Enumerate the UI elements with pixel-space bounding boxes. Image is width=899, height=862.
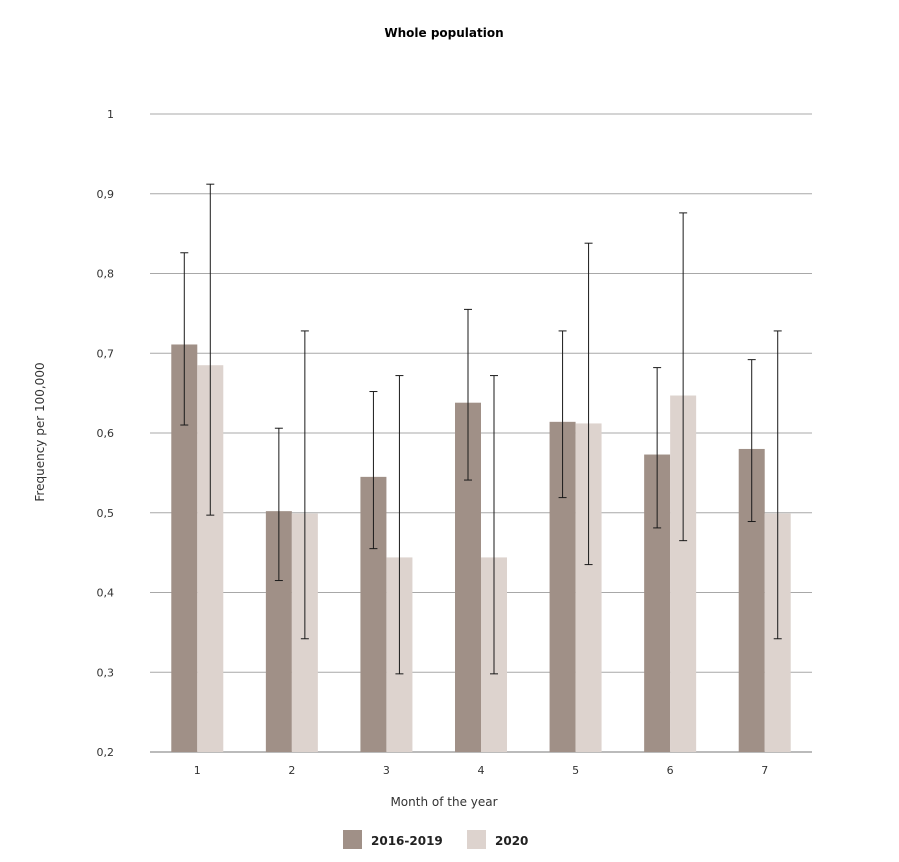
error-bars: [180, 183, 782, 675]
y-tick-label: 0,8: [97, 268, 115, 281]
x-axis-label: Month of the year: [390, 795, 497, 809]
x-tick-label: 5: [572, 764, 579, 777]
legend-label: 2020: [495, 834, 528, 848]
y-axis-ticks: 0,2 0,3 0,4 0,5 0,6 0,7 0,8 0,9 1: [97, 108, 115, 759]
x-tick-label: 4: [478, 764, 485, 777]
y-tick-label: 0,4: [97, 587, 115, 600]
y-tick-label: 0,5: [97, 507, 115, 520]
bars: [171, 344, 791, 752]
x-tick-label: 3: [383, 764, 390, 777]
x-tick-label: 6: [667, 764, 674, 777]
x-axis-ticks: 1 2 3 4 5 6 7: [194, 764, 768, 777]
legend-swatch: [467, 830, 486, 849]
y-tick-label: 0,2: [97, 746, 115, 759]
y-tick-label: 1: [107, 108, 114, 121]
chart-title: Whole population: [384, 26, 503, 40]
legend: 2016-2019 2020: [343, 830, 528, 849]
y-tick-label: 0,3: [97, 666, 115, 679]
x-tick-label: 7: [761, 764, 768, 777]
y-tick-label: 0,7: [97, 347, 115, 360]
y-tick-label: 0,9: [97, 188, 115, 201]
y-tick-label: 0,6: [97, 427, 115, 440]
legend-swatch: [343, 830, 362, 849]
x-tick-label: 1: [194, 764, 201, 777]
y-axis-label: Frequency per 100,000: [33, 362, 47, 501]
legend-label: 2016-2019: [371, 834, 443, 848]
x-tick-label: 2: [288, 764, 295, 777]
